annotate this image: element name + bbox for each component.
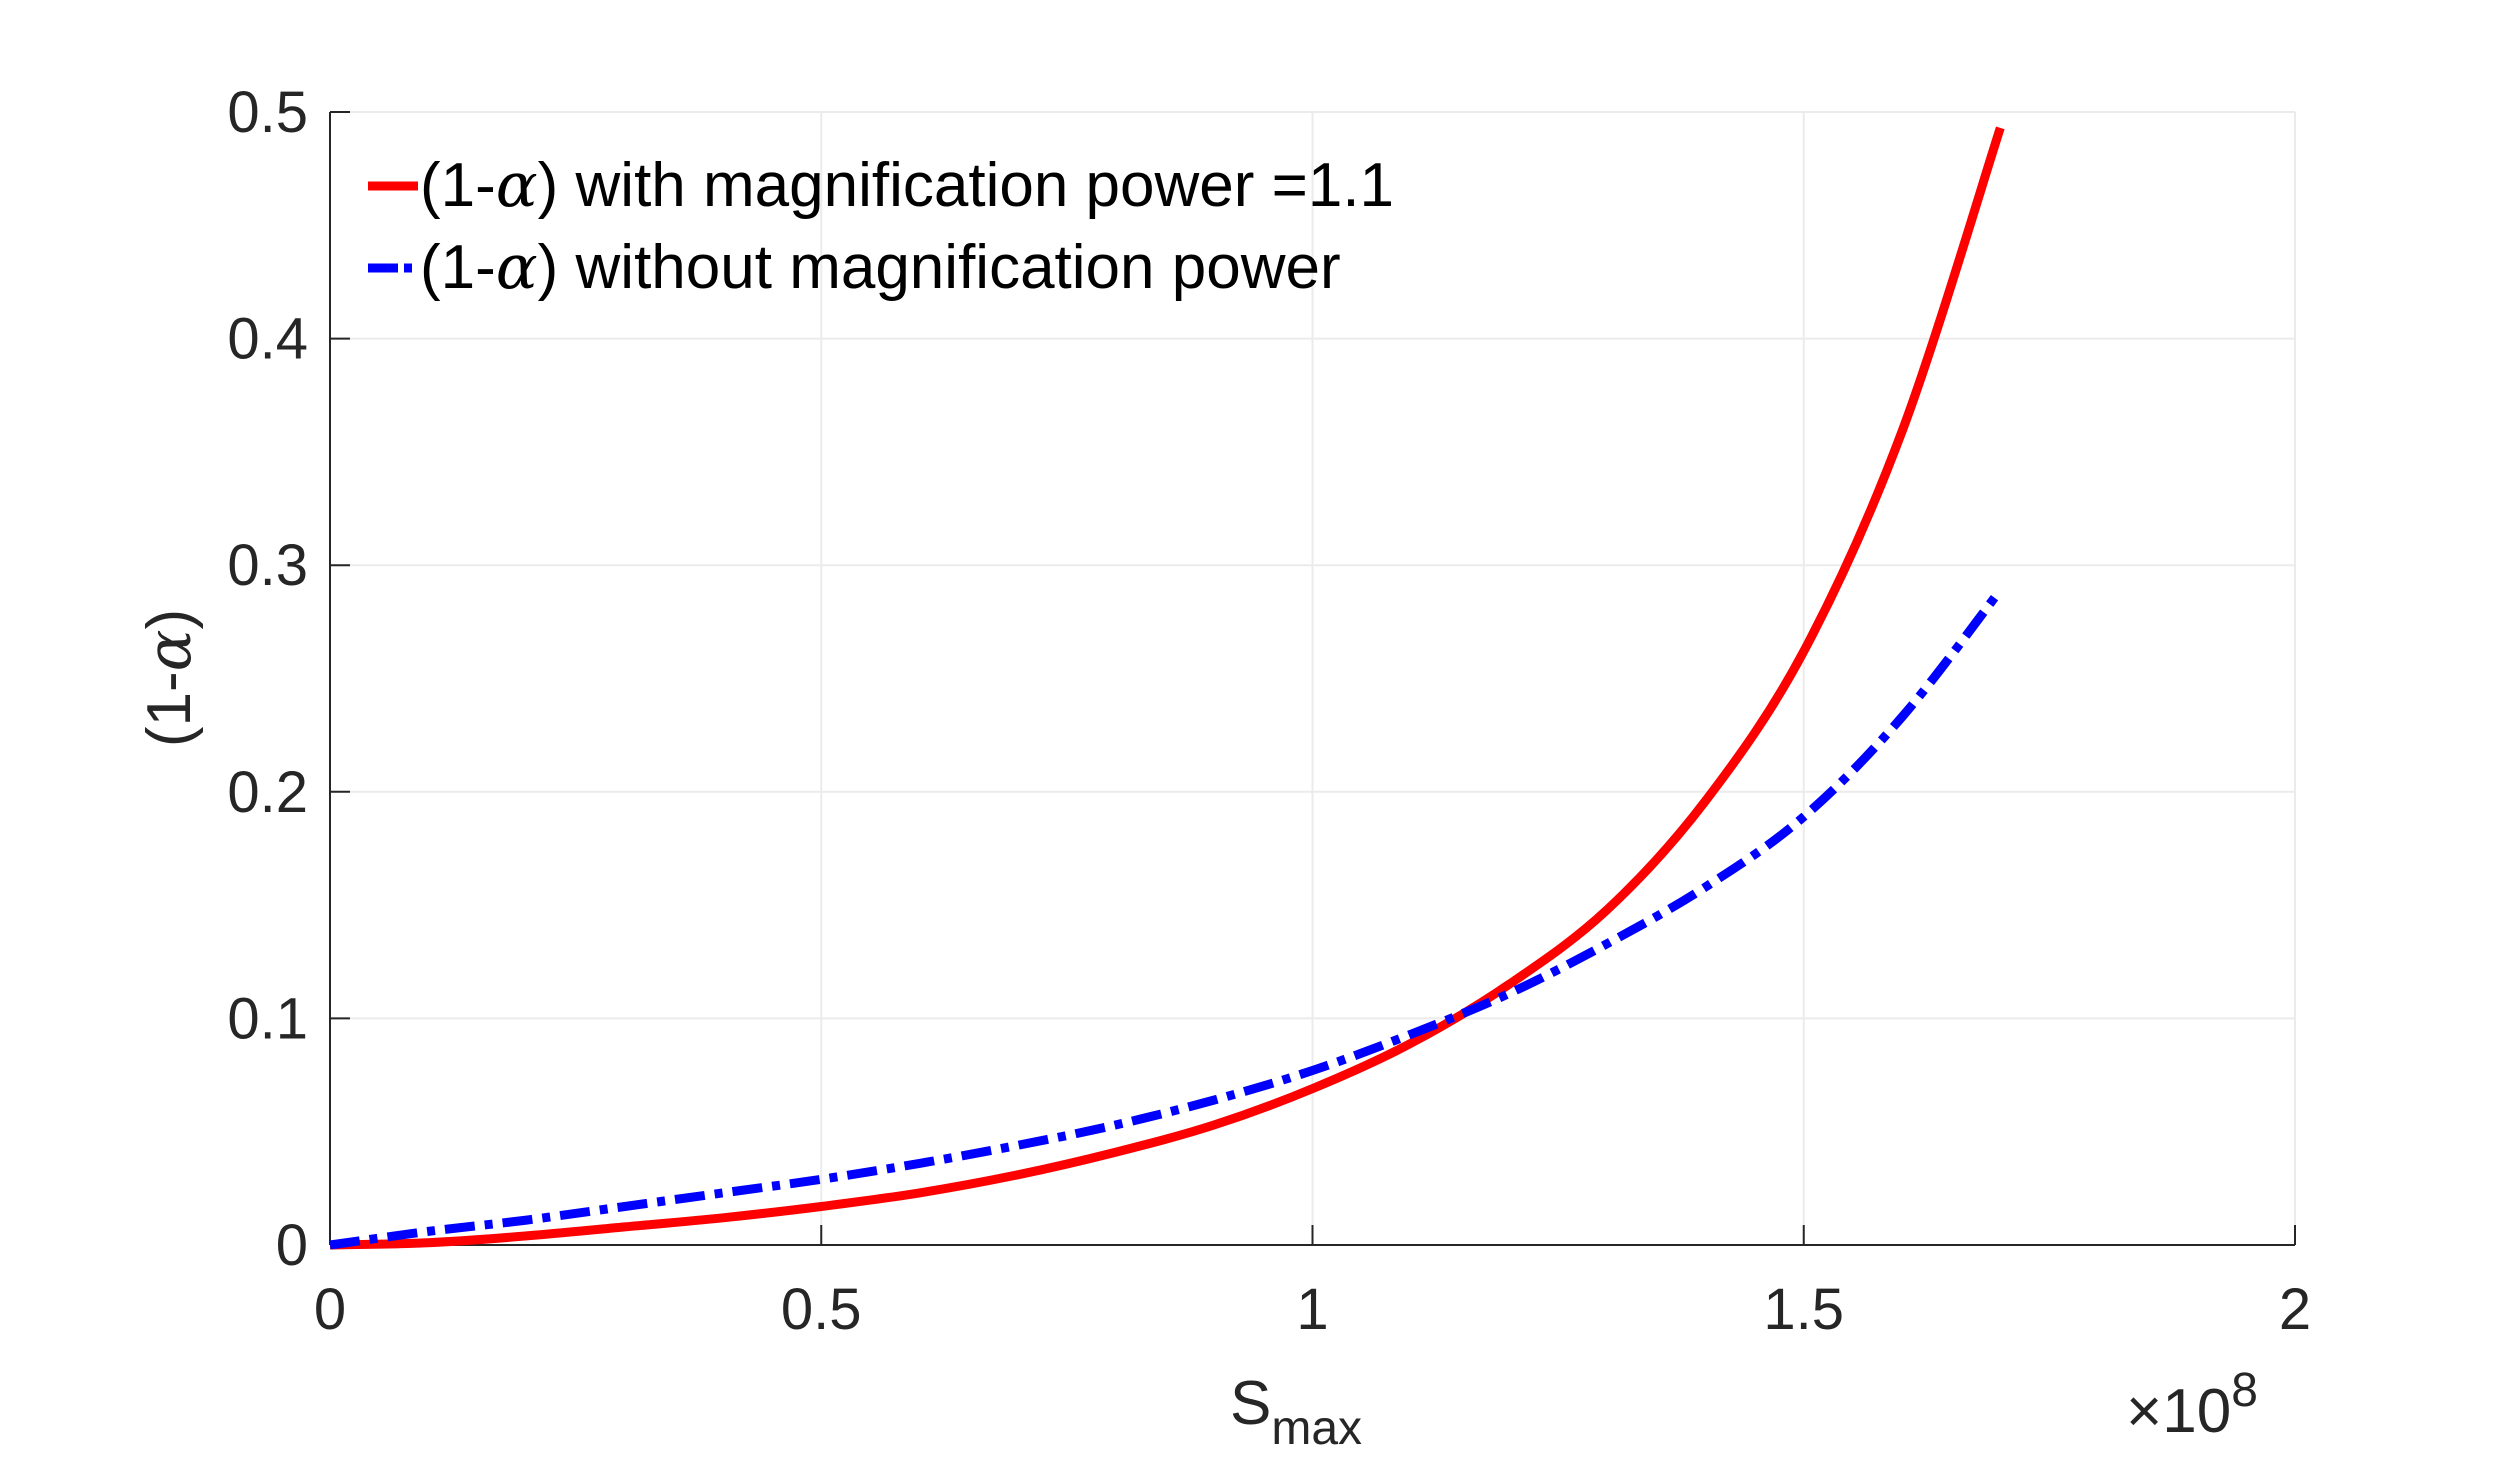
y-tick-labels: 0 0.1 0.2 0.3 0.4 0.5 (227, 80, 308, 1278)
y-tick-label: 0.3 (227, 533, 308, 598)
y-tick-label: 0.5 (227, 80, 308, 145)
y-axis-label-suffix: ) (135, 609, 204, 630)
series-lines (329, 126, 2005, 1250)
x-tick-labels: 0 0.5 1 1.5 2 (314, 1277, 2311, 1342)
x-axis-label-subscript: max (1271, 1402, 1362, 1455)
legend: (1-α) with magnification power =1.1 (1-α… (368, 148, 1394, 303)
legend-entry-2-greek: α (496, 230, 538, 303)
tick-marks (329, 111, 2296, 1246)
legend-entry-1-suffix: ) with magnification power =1.1 (538, 151, 1394, 220)
x-axis-multiplier: ×108 (2126, 1364, 2258, 1446)
legend-entry-without-magnification: (1-α) without magnification power (420, 230, 1341, 303)
x-axis-label-main: S (1230, 1369, 1271, 1438)
legend-entry-with-magnification: (1-α) with magnification power =1.1 (420, 148, 1394, 221)
y-tick-label: 0.2 (227, 760, 308, 825)
y-tick-label: 0 (276, 1213, 308, 1278)
y-tick-label: 0.1 (227, 986, 308, 1051)
legend-entry-2-suffix: ) without magnification power (538, 233, 1341, 302)
legend-entry-2-prefix: (1- (420, 233, 496, 302)
legend-entry-1-prefix: (1- (420, 151, 496, 220)
y-tick-label: 0.4 (227, 307, 308, 372)
multiplier-symbol: × (2126, 1377, 2162, 1446)
x-tick-label: 1.5 (1763, 1277, 1844, 1342)
x-tick-label: 0.5 (781, 1277, 862, 1342)
x-tick-label: 1 (1296, 1277, 1328, 1342)
y-axis-label: (1-α) (132, 609, 205, 747)
multiplier-exponent: 8 (2231, 1364, 2258, 1417)
series-line-1 (329, 126, 2005, 1250)
x-tick-label: 0 (314, 1277, 346, 1342)
legend-entry-1-greek: α (496, 148, 538, 221)
x-tick-label: 2 (2279, 1277, 2311, 1342)
grid-lines (330, 111, 2296, 1245)
multiplier-base: 10 (2162, 1377, 2231, 1446)
y-axis-label-prefix: (1- (135, 671, 204, 747)
x-axis-label: Smax (1230, 1369, 1362, 1455)
y-axis-label-greek: α (132, 630, 205, 672)
series-line-2 (329, 587, 2004, 1250)
